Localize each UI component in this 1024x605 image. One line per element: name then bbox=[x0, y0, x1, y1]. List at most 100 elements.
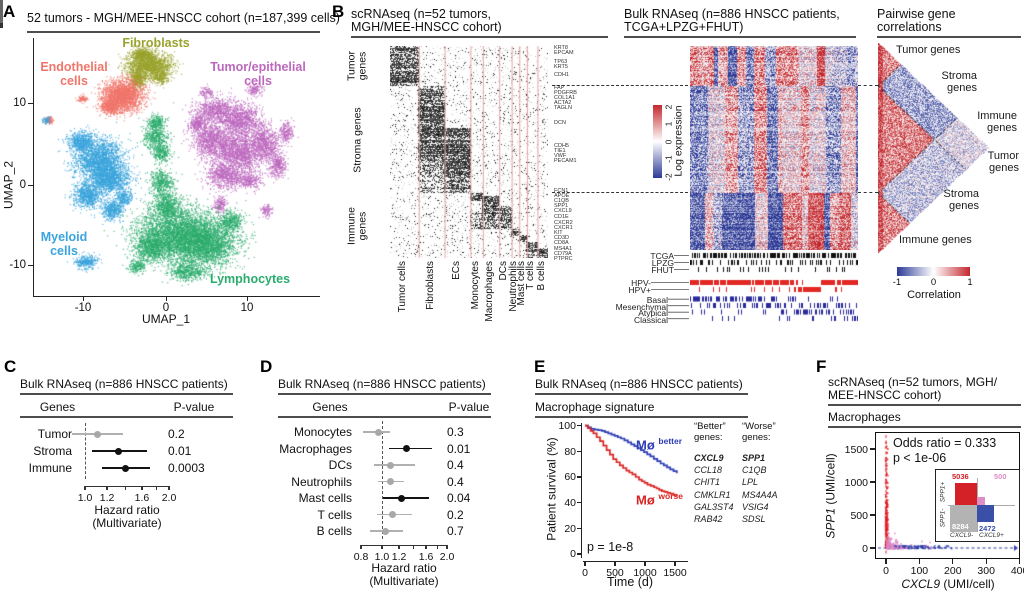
forest-p-value: 0.01 bbox=[447, 441, 471, 456]
sc-heatmap-title-line1: scRNAseq (n=52 tumors, bbox=[351, 7, 491, 21]
column-label-ecs: ECs bbox=[450, 261, 462, 280]
panel-a-title-underline bbox=[27, 31, 320, 33]
forest-axis-tick bbox=[381, 545, 383, 549]
hr-reference-line bbox=[85, 423, 86, 479]
forest-p-value: 0.2 bbox=[168, 427, 185, 441]
subtype-label-basal: Basal bbox=[646, 295, 668, 305]
survival-x-axis-label: Time (d) bbox=[606, 575, 654, 589]
marker-gene-spp1: SPP1 bbox=[554, 203, 569, 210]
inset-col-label-cxcl9-neg: CXCL9- bbox=[950, 532, 974, 539]
bulk-heatmap-canvas bbox=[690, 46, 858, 250]
forest-p-value: 0.0003 bbox=[168, 461, 205, 475]
stroma-boundary-dash-left bbox=[552, 85, 688, 86]
column-label-monocytes: Monocytes bbox=[469, 261, 481, 310]
umap-y-tick bbox=[28, 184, 33, 186]
umap-y-tick-label: 10 bbox=[13, 97, 26, 109]
survival-y-tick-label: 60 bbox=[564, 471, 576, 484]
bulk-heatmap-title-line2: TCGA+LPZG+FHUT) bbox=[624, 20, 744, 34]
hpv-label-pos: HPV+ bbox=[628, 285, 651, 295]
d-pvalue-column-header: P-value bbox=[448, 400, 490, 414]
signature-gene-spp1: SPP1 bbox=[742, 453, 766, 463]
colorbar-tick bbox=[0, 25, 3, 27]
forest-point bbox=[397, 494, 405, 502]
marker-gene-cxcr1: CXCR1 bbox=[554, 224, 573, 231]
gene-tick bbox=[0, 7, 3, 9]
survival-y-tick-label: 40 bbox=[564, 497, 576, 510]
log-expression-colorbar-ticks: 2 1 0 -1 -2 bbox=[0, 23, 1024, 180]
marker-gene-krt8: KRT8 bbox=[554, 45, 568, 51]
gene-tick bbox=[0, 10, 3, 12]
forest-point bbox=[374, 428, 382, 436]
survival-curves-canvas bbox=[583, 421, 689, 507]
marker-gene-cd8a: CD8A bbox=[554, 240, 569, 247]
stroma-boundary-dash-right bbox=[858, 85, 878, 86]
forest-axis-tick bbox=[412, 545, 415, 549]
gene-tick bbox=[0, 11, 3, 12]
scatter-y-gene: SPP1 bbox=[823, 507, 838, 539]
cluster-label-myeloid-cells: Myeloid cells bbox=[40, 230, 88, 258]
gene-tick bbox=[0, 20, 3, 22]
forest-axis-tick bbox=[360, 545, 362, 549]
gene-tick bbox=[0, 8, 3, 10]
curve-label-better: Mø better bbox=[636, 436, 682, 452]
scatter-y-units: (UMI/cell) bbox=[823, 453, 838, 508]
scatter-x-units: (UMI/cell) bbox=[940, 577, 995, 591]
signature-gene-ccl18: CCL18 bbox=[694, 465, 723, 476]
panel-e-subtitle-underline bbox=[535, 416, 748, 418]
survival-y-axis bbox=[581, 423, 582, 558]
sc-heatmap-underline bbox=[351, 36, 608, 38]
forest-p-value: 0.4 bbox=[447, 458, 464, 472]
curve-label-better-sup: better bbox=[658, 436, 683, 446]
inset-col-label-cxcl9-pos: CXCL9+ bbox=[979, 532, 1004, 539]
log-expression-colorbar bbox=[653, 105, 662, 178]
forest-row-label-stroma: Stroma bbox=[33, 444, 72, 458]
corr-label-5: Immune genes bbox=[899, 234, 972, 246]
marker-gene-vwf: VWF bbox=[554, 152, 567, 159]
signature-gene-chit1: CHIT1 bbox=[694, 477, 721, 488]
d-xlabel-line1: Hazard ratio bbox=[371, 561, 437, 575]
survival-x-tick-label: 1000 bbox=[633, 567, 657, 579]
forest-p-value: 0.2 bbox=[447, 507, 464, 522]
marker-gene-fap: FAP bbox=[554, 84, 565, 91]
marker-gene-epcam: EPCAM bbox=[554, 50, 574, 57]
umap-x-axis bbox=[33, 296, 320, 297]
forest-row-label-macrophages: Macrophages bbox=[279, 441, 352, 456]
survival-y-tick bbox=[577, 553, 581, 555]
marker-gene-cdh1: CDH1 bbox=[554, 71, 569, 78]
forest-axis-tick-label: 1.0 bbox=[374, 551, 390, 563]
gene-list-header-1: “Worse” genes: bbox=[742, 421, 776, 443]
forest-axis-tick bbox=[425, 545, 427, 549]
forest-point bbox=[403, 445, 411, 452]
panel-d-title: Bulk RNAseq (n=886 HNSCC patients) bbox=[278, 377, 486, 391]
gene-tick bbox=[0, 15, 3, 16]
forest-point bbox=[387, 461, 395, 469]
forest-axis-tick-label: 1.2 bbox=[99, 492, 115, 504]
gene-tick bbox=[0, 14, 3, 16]
forest-row-label-monocytes: Monocytes bbox=[293, 425, 352, 439]
hpv-status-annotation-bars bbox=[690, 279, 858, 293]
log-expression-colorbar-label: Log expression bbox=[672, 105, 685, 177]
inset-square-spp1neg-cxcl9neg bbox=[950, 505, 977, 532]
panel-e-title-underline bbox=[535, 393, 748, 395]
inset-count-3: 2472 bbox=[979, 524, 996, 533]
corr-colorbar-tick-label: -1 bbox=[892, 277, 902, 288]
gene-tick bbox=[0, 13, 3, 15]
bulk-heatmap-underline bbox=[624, 36, 856, 38]
forest-row-label-immune: Immune bbox=[28, 461, 72, 475]
marker-gene-kit: KIT bbox=[554, 229, 563, 236]
gene-tick bbox=[0, 6, 3, 8]
cluster-label-lymphocytes: Lymphocytes bbox=[209, 272, 291, 286]
survival-x-tick bbox=[584, 562, 586, 566]
scatter-y-tick bbox=[870, 448, 875, 450]
forest-axis-tick-label: 1.2 bbox=[391, 551, 407, 563]
scatter-x-tick bbox=[985, 559, 987, 564]
annotation-connector-lines bbox=[651, 255, 689, 320]
survival-y-axis-label: Patient survival (%) bbox=[544, 437, 559, 541]
source-label-fhut: FHUT bbox=[651, 265, 674, 275]
corr-colorbar-tick-label: 1 bbox=[967, 277, 973, 288]
gene-tick bbox=[0, 18, 3, 20]
survival-y-tick-label: 20 bbox=[564, 522, 576, 535]
gene-tick bbox=[0, 17, 3, 19]
forest-axis-tick-label: 2.0 bbox=[439, 551, 455, 563]
